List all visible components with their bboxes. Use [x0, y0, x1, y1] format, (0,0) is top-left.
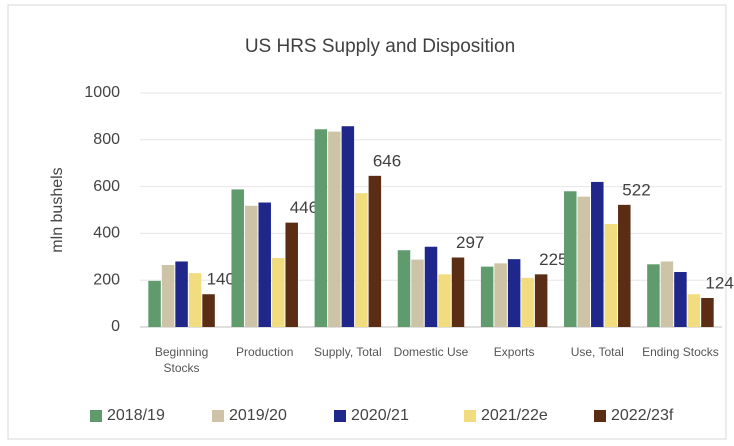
x-tick-label: Use, Total [570, 345, 624, 359]
bar [314, 129, 328, 327]
x-tick-label: Beginning Stocks [154, 345, 209, 375]
y-tick-label: 0 [111, 318, 120, 335]
legend-label: 2020/21 [351, 407, 409, 424]
data-label: 124 [705, 273, 733, 292]
y-tick-label: 600 [93, 178, 120, 195]
bar [480, 266, 494, 327]
legend-swatch [464, 410, 476, 422]
data-label: 646 [373, 151, 401, 170]
y-tick-label: 200 [93, 271, 120, 288]
x-tick-label: Domestic Use [393, 345, 469, 359]
bar [258, 202, 271, 327]
bar [647, 264, 660, 327]
legend-swatch [90, 410, 102, 422]
bar [564, 191, 577, 327]
bar [438, 274, 451, 327]
bar [328, 131, 341, 327]
data-label: 522 [622, 180, 650, 199]
bar [424, 246, 438, 327]
legend-label: 2018/19 [107, 407, 165, 424]
bar [285, 222, 298, 327]
legend-swatch [594, 410, 606, 422]
x-tick-label: Ending Stocks [642, 345, 719, 359]
bar [534, 274, 548, 327]
y-tick-label: 1000 [84, 84, 120, 101]
bar [507, 259, 521, 327]
bar [231, 189, 244, 327]
bar [355, 193, 368, 327]
bar [494, 263, 507, 327]
bar [701, 297, 714, 327]
legend-swatch [334, 410, 346, 422]
bar [397, 250, 411, 327]
data-label: 140 [207, 270, 235, 289]
legend-swatch [212, 410, 224, 422]
legend-label: 2019/20 [229, 407, 287, 424]
bar [202, 294, 215, 327]
bar [674, 272, 687, 327]
bar [411, 259, 424, 327]
x-tick-label: Production [236, 345, 294, 359]
bar [188, 273, 202, 327]
y-tick-label: 800 [93, 131, 120, 148]
bar [577, 196, 591, 327]
data-label: 225 [539, 250, 567, 269]
y-axis-label: mln bushels [49, 167, 66, 252]
x-tick-label: Exports [493, 345, 535, 359]
bar [660, 261, 674, 327]
x-tick-label: Supply, Total [314, 345, 382, 359]
bar [244, 205, 258, 327]
bar [368, 175, 382, 327]
bar [161, 264, 175, 327]
data-label: 297 [456, 233, 484, 252]
bar [521, 277, 534, 327]
bar [687, 294, 701, 327]
data-label: 446 [290, 198, 318, 217]
bar [271, 257, 285, 327]
bar [591, 181, 604, 327]
y-tick-label: 400 [93, 225, 120, 242]
bar [341, 126, 355, 327]
legend-label: 2021/22e [481, 407, 548, 424]
bar [604, 224, 618, 327]
legend-label: 2022/23f [611, 407, 674, 424]
bar [148, 280, 161, 327]
bar [451, 257, 465, 327]
bar [618, 204, 631, 327]
chart-title: US HRS Supply and Disposition [245, 36, 515, 57]
bar [175, 261, 188, 327]
